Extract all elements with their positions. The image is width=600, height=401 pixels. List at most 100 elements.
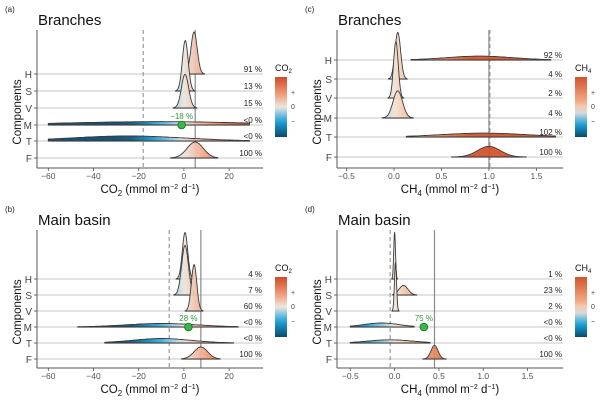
colorbar-tick-label: + bbox=[591, 290, 595, 297]
panel-b: (b) Main basin 4 % H 7 % S 60 % V <0 % M <0 % T 100 … bbox=[5, 205, 295, 398]
colorbar-tick-label: − bbox=[291, 119, 295, 126]
x-axis-label: CO2 (mmol m−2 d−1) bbox=[100, 184, 199, 198]
percent-label-S: 13 % bbox=[244, 82, 262, 91]
unit-exponent: −2 bbox=[170, 184, 178, 191]
percent-label-H: 92 % bbox=[544, 51, 562, 60]
percent-label-T: <0 % bbox=[244, 132, 262, 141]
y-tick-label: V bbox=[325, 94, 332, 105]
unit-exponent: −2 bbox=[470, 384, 478, 391]
y-tick-label: T bbox=[26, 137, 32, 148]
ridge-T bbox=[47, 135, 250, 142]
percent-label-V: 60 % bbox=[244, 302, 262, 311]
panel-title: Main basin bbox=[338, 212, 411, 229]
colorbar-tick-label: + bbox=[291, 90, 295, 97]
legend-title: CO2 bbox=[275, 63, 293, 75]
x-tick-label: 1.0 bbox=[483, 171, 495, 181]
ridge-T bbox=[405, 132, 556, 138]
y-tick-label: H bbox=[25, 70, 32, 81]
ridge-M bbox=[47, 121, 250, 126]
highlight-point bbox=[419, 322, 429, 332]
ridge-F bbox=[181, 346, 221, 360]
y-tick-label: M bbox=[324, 323, 332, 334]
y-tick-label: H bbox=[25, 275, 32, 286]
percent-label-S: 7 % bbox=[248, 286, 262, 295]
panel-label: (a) bbox=[5, 5, 15, 14]
legend-gas-subscript: 2 bbox=[289, 269, 293, 275]
x-tick-label: 0.0 bbox=[389, 371, 401, 381]
x-tick-label: 0.5 bbox=[433, 371, 445, 381]
unit-text: ) bbox=[196, 384, 200, 396]
colorbar bbox=[275, 77, 287, 137]
x-tick-label: −60 bbox=[41, 371, 56, 381]
gas-subscript: 2 bbox=[118, 189, 123, 198]
y-tick-label: F bbox=[326, 153, 332, 164]
x-axis-label: CH4 (mmol m−2 d−1) bbox=[401, 184, 500, 198]
unit-text: d bbox=[178, 384, 188, 396]
percent-label-M: <0 % bbox=[244, 116, 262, 125]
legend-gas: CO bbox=[275, 263, 289, 273]
y-tick-label: F bbox=[26, 154, 32, 165]
y-tick-label: S bbox=[25, 291, 32, 302]
ridge-S bbox=[175, 40, 196, 92]
y-tick-label: H bbox=[325, 56, 332, 67]
percent-label-V: 2 % bbox=[548, 302, 562, 311]
colorbar-tick-label: − bbox=[591, 119, 595, 126]
percent-label-T: <0 % bbox=[544, 334, 562, 343]
x-tick-label: −20 bbox=[131, 371, 146, 381]
x-tick-label: 1.5 bbox=[522, 371, 534, 381]
panel-a: (a) Branches 91 % H 13 % S 15 % V <0 % M <0 % T 100 … bbox=[5, 5, 295, 198]
panel-title: Branches bbox=[338, 12, 401, 29]
x-tick-label: −0.5 bbox=[338, 171, 355, 181]
gas-name: CO bbox=[100, 384, 117, 396]
y-axis-label: Components bbox=[12, 279, 24, 344]
percent-label-M: <0 % bbox=[544, 318, 562, 327]
ridge-M bbox=[349, 322, 415, 328]
percent-label-F: 100 % bbox=[539, 350, 562, 359]
x-axis-label: CO2 (mmol m−2 d−1) bbox=[100, 384, 199, 398]
colorbar-tick-label: 0 bbox=[291, 304, 295, 311]
highlight-point-label: 75 % bbox=[415, 314, 433, 323]
colorbar-tick-label: + bbox=[591, 90, 595, 97]
ridge-T bbox=[349, 339, 431, 344]
x-tick-label: 0.0 bbox=[388, 171, 400, 181]
y-tick-label: F bbox=[326, 355, 332, 366]
percent-label-M: 4 % bbox=[548, 109, 562, 118]
legend-title: CH4 bbox=[575, 263, 592, 275]
unit-exponent: −1 bbox=[487, 184, 495, 191]
ridge-F bbox=[169, 141, 219, 159]
legend-gas-subscript: 2 bbox=[289, 69, 293, 75]
percent-label-T: 102 % bbox=[539, 128, 562, 137]
colorbar-tick-label: 0 bbox=[591, 104, 595, 111]
ridge-F bbox=[422, 344, 447, 360]
ridge-H bbox=[410, 55, 552, 61]
gas-name: CH bbox=[401, 384, 418, 396]
unit-text: ) bbox=[196, 184, 200, 196]
ridge-F bbox=[451, 145, 527, 158]
y-axis-label: Components bbox=[312, 79, 324, 144]
panel-title: Main basin bbox=[38, 212, 111, 229]
panel-label: (c) bbox=[305, 5, 315, 14]
panel-d: (d) Main basin 1 % H 23 % S 2 % V <0 % M <0 % T 100 … bbox=[305, 205, 595, 398]
colorbar-tick-label: − bbox=[591, 319, 595, 326]
percent-label-T: <0 % bbox=[244, 334, 262, 343]
unit-text: d bbox=[478, 384, 488, 396]
highlight-point-label: −18 % bbox=[170, 112, 193, 121]
x-tick-label: 20 bbox=[224, 171, 234, 181]
x-axis-label: CH4 (mmol m−2 d−1) bbox=[401, 384, 500, 398]
percent-label-H: 91 % bbox=[244, 65, 262, 74]
y-tick-label: V bbox=[325, 307, 332, 318]
y-tick-label: S bbox=[325, 291, 332, 302]
y-tick-label: H bbox=[325, 275, 332, 286]
percent-label-H: 4 % bbox=[248, 270, 262, 279]
x-tick-label: −60 bbox=[41, 171, 56, 181]
unit-text: (mmol m bbox=[122, 384, 170, 396]
gas-name: CH bbox=[401, 184, 418, 196]
percent-label-V: 15 % bbox=[244, 99, 262, 108]
x-tick-label: 0.5 bbox=[436, 171, 448, 181]
y-tick-label: V bbox=[25, 307, 32, 318]
highlight-point bbox=[177, 120, 186, 130]
colorbar bbox=[575, 77, 587, 137]
x-tick-label: 1.0 bbox=[477, 371, 489, 381]
legend-gas: CH bbox=[575, 263, 588, 273]
